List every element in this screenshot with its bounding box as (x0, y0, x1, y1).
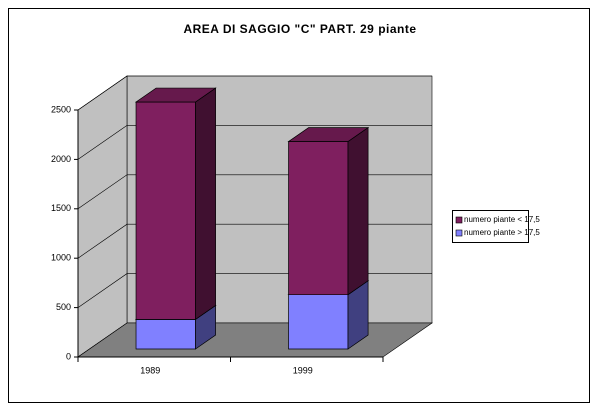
y-tick-label: 1000 (51, 253, 71, 263)
legend-swatch (455, 216, 463, 224)
x-tick-label: 1999 (293, 365, 313, 375)
bar-top (287, 127, 370, 142)
y-tick-label: 2500 (51, 104, 71, 114)
y-tick-label: 0 (66, 351, 71, 361)
y-tick-label: 2000 (51, 154, 71, 164)
y-tick-label: 500 (56, 302, 71, 312)
grid-line (77, 75, 432, 111)
bar-top (134, 87, 217, 103)
x-tick-label: 1989 (140, 365, 160, 375)
legend-swatch (455, 229, 463, 237)
bar-side (347, 126, 369, 296)
legend-label: numero piante < 17,5 (464, 215, 540, 224)
bar-front (135, 101, 196, 320)
y-tick-label: 1500 (51, 203, 71, 213)
side-wall (77, 75, 128, 358)
legend (452, 210, 529, 243)
legend-label: numero piante > 17,5 (464, 228, 540, 237)
bar-front (288, 141, 349, 296)
bar-side (195, 87, 216, 321)
floor (77, 322, 433, 358)
grid-line (77, 125, 432, 160)
bar-front (288, 294, 349, 350)
bar-front (135, 319, 196, 350)
chart-title: AREA DI SAGGIO "C" PART. 29 piante (183, 22, 416, 36)
